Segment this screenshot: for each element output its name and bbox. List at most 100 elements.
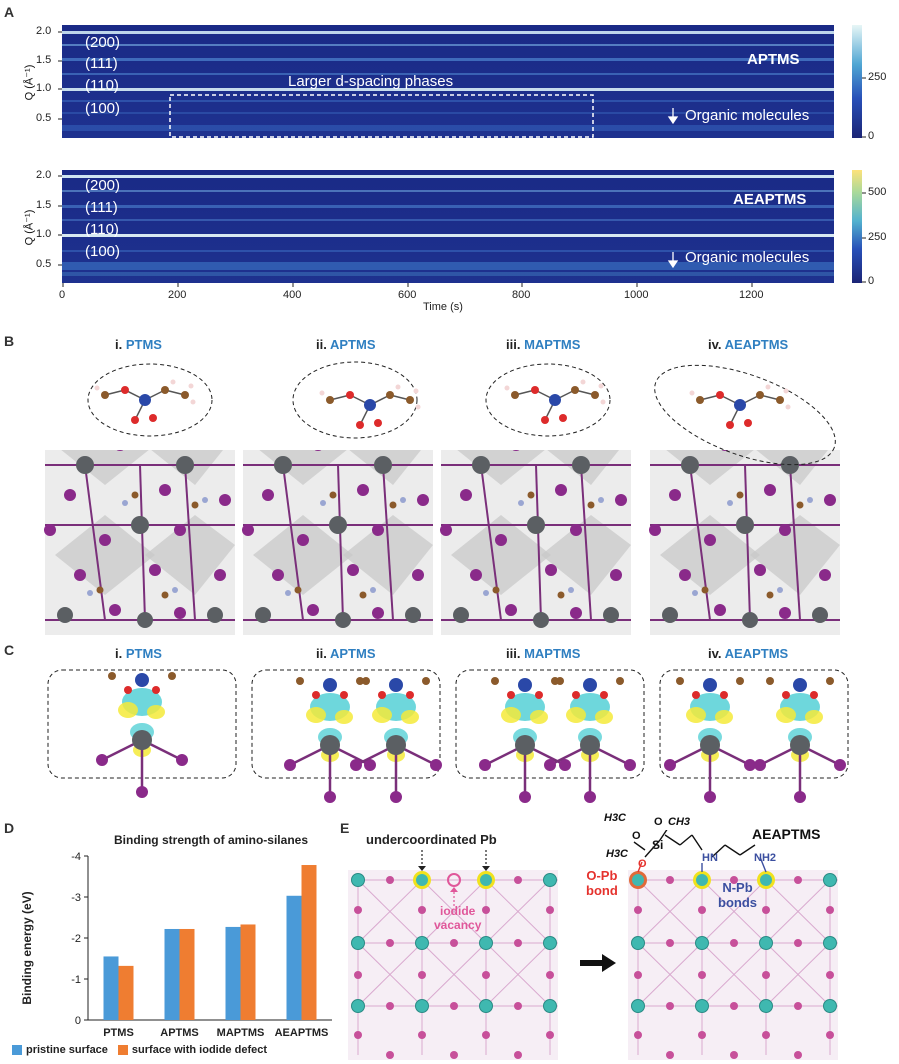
chem-o-top: O [654,816,663,828]
cb-bottom-250: 250 [868,231,887,243]
panel-c-title-4: iv. AEAPTMS [708,646,789,661]
y-tick-label: -3 [71,892,81,904]
panel-d-letter: D [4,820,15,836]
y-axis-label-top: Q (Å⁻¹) [23,64,36,101]
colorbar-aptms [852,25,862,138]
label-opb-bond: O-Pb bond [586,868,618,898]
bar-aeaptms-defect [301,865,317,1020]
panel-b-letter: B [4,333,15,349]
larger-d-spacing-label: Larger d-spacing phases [288,73,454,90]
label-aeaptms: AEAPTMS [752,826,821,842]
panel-a-ylabel-bottom-wrap: Q (Å⁻¹) [22,193,36,263]
material-aeaptms: AEAPTMS [733,191,807,208]
chem-o-mid: O [632,830,641,842]
organic-molecules-top: Organic molecules [685,107,810,124]
peak-200-bottom: (200) [85,177,121,194]
y-tick-label: -2 [71,933,81,945]
peak-111-bottom: (111) [85,199,118,216]
bar-maptms-defect [240,924,256,1020]
ytick-bottom-0.5: 0.5 [36,258,52,270]
panel-c-letter: C [4,642,15,658]
peak-100-top: (100) [85,100,121,117]
ytick-top-0.5: 0.5 [36,112,52,124]
panel-b-title-4: iv. AEAPTMS [708,337,789,352]
panel-b-title-3: iii. MAPTMS [506,337,581,352]
bar-aeaptms-pristine [286,895,302,1020]
cb-bottom-0: 0 [868,275,875,287]
x-category-label: AEAPTMS [275,1027,329,1039]
peak-110-bottom: (110) [85,221,119,238]
panel-b-structures [43,355,841,635]
y-tick-label: 0 [75,1015,81,1027]
peak-100-bottom: (100) [85,243,121,260]
panel-a-heatmaps [58,25,866,287]
panel-b-title-1: i. PTMS [115,337,162,352]
chart-legend: pristine surface surface with iodide def… [12,1044,267,1056]
label-npb-bonds: N-Pb bonds [718,880,757,910]
x-axis-label: Time (s) [423,301,463,313]
lattice-right [628,830,838,1060]
xtick-600: 600 [398,289,417,301]
ytick-bottom-1.0: 1.0 [36,228,52,240]
x-category-label: PTMS [103,1027,134,1039]
chem-o-bond: O [638,858,647,870]
cb-top-0: 0 [868,130,875,142]
panel-c-charge-density [47,669,849,805]
ytick-top-2.0: 2.0 [36,25,52,37]
bar-aptms-pristine [164,928,180,1020]
xtick-1200: 1200 [739,289,764,301]
legend-swatch-defect [117,1045,128,1055]
cb-top-250: 250 [868,71,887,83]
ytick-bottom-2.0: 2.0 [36,169,52,181]
y-tick-label: -1 [71,974,81,986]
xtick-0: 0 [59,289,66,301]
bar-ptms-defect [118,965,134,1020]
chem-h3c-top: H3C [604,812,627,824]
panel-e-letter: E [340,820,350,836]
larger-d-spacing-box [169,94,594,138]
organic-molecules-bottom: Organic molecules [685,249,810,266]
y-tick-label: -4 [71,851,81,863]
heatmap-aeaptms [62,170,834,283]
label-iodide-vacancy: iodide vacancy [434,904,482,932]
x-category-label: MAPTMS [217,1027,265,1039]
legend-swatch-pristine [12,1045,22,1055]
binding-energy-chart: Binding strength of amino-silanes Bindin… [20,833,332,1039]
x-category-label: APTMS [160,1027,199,1039]
colorbar-aeaptms [852,170,862,283]
panel-a-letter: A [4,4,15,20]
label-undercoordinated-pb: undercoordinated Pb [366,832,497,847]
ytick-top-1.5: 1.5 [36,54,52,66]
legend-label-pristine: pristine surface [26,1044,108,1056]
lattice-left [348,850,558,1060]
panel-b-title-2: ii. APTMS [316,337,376,352]
ytick-bottom-1.5: 1.5 [36,199,52,211]
chem-ch3: CH3 [668,816,691,828]
ytick-top-1.0: 1.0 [36,82,52,94]
xtick-800: 800 [512,289,531,301]
panel-a-ylabel-top-wrap: Q (Å⁻¹) [22,48,36,118]
y-axis-label-bottom: Q (Å⁻¹) [23,209,36,246]
chem-h3c-bottom: H3C [606,848,629,860]
chem-si: Si [652,838,664,852]
xtick-200: 200 [168,289,187,301]
peak-111-top: (111) [85,55,118,72]
reaction-arrow [580,954,616,972]
peak-200-top: (200) [85,34,121,51]
panel-c-title-1: i. PTMS [115,646,162,661]
bar-ptms-pristine [103,956,119,1020]
peak-110-top: (110) [85,77,119,94]
bar-maptms-pristine [225,926,241,1020]
chart-ylabel: Binding energy (eV) [20,891,34,1004]
xtick-1000: 1000 [624,289,649,301]
chem-hn: HN [702,852,718,864]
panel-c-title-2: ii. APTMS [316,646,376,661]
panel-e-surface-diagram [348,830,838,1060]
panel-c-title-3: iii. MAPTMS [506,646,581,661]
chart-title: Binding strength of amino-silanes [114,833,308,847]
heatmap-aptms [62,25,834,138]
cb-bottom-500: 500 [868,186,887,198]
bar-aptms-defect [179,928,195,1020]
chem-nh2: NH2 [754,852,777,864]
legend-label-defect: surface with iodide defect [131,1044,268,1056]
